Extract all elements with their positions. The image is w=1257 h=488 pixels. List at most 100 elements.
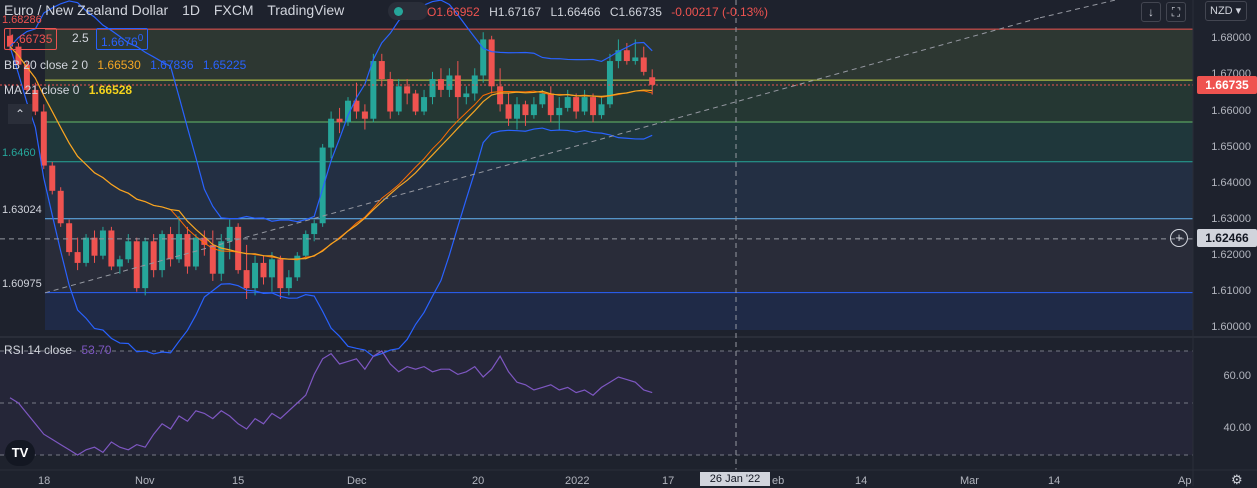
candle-body (268, 259, 275, 278)
candle-body (302, 234, 309, 256)
bb-basis-value: 1.66530 (97, 58, 141, 72)
settings-gear-icon[interactable]: ⚙ (1231, 472, 1243, 487)
time-axis-label: 14 (1048, 475, 1061, 487)
ma-value: 1.66528 (88, 83, 133, 97)
candle-body (235, 226, 242, 271)
candle-body (167, 234, 174, 260)
price-axis-label: 1.66000 (1211, 104, 1251, 117)
candle-body (116, 259, 123, 267)
candle-body (623, 50, 630, 62)
candle-body (606, 61, 613, 105)
price-axis-label: 1.65000 (1211, 140, 1251, 153)
crosshair-date-tag: 26 Jan '22 (700, 472, 770, 486)
ohlc-readout: O1.66952 H1.67167 L1.66466 C1.66735 -0.0… (427, 5, 768, 19)
fib-zone (45, 80, 1193, 122)
rsi-axis-label: 60.00 (1223, 370, 1251, 382)
ask-value: 1.6676 (101, 35, 138, 49)
candle-body (378, 61, 385, 80)
candle-body (285, 277, 292, 289)
candle-body (471, 75, 478, 94)
candle-body (581, 97, 588, 112)
candle-body (252, 262, 259, 289)
candle-body (412, 93, 419, 112)
candle-body (556, 107, 563, 116)
current-price-tag: 1.66735 (1197, 76, 1257, 94)
candle-body (311, 223, 318, 235)
ma-legend[interactable]: MA 21 close 0 1.66528 (4, 83, 138, 97)
candle-body (184, 234, 191, 267)
high-value: H1.67167 (489, 5, 542, 19)
candle-body (23, 64, 30, 90)
price-axis-label: 1.61000 (1211, 284, 1251, 297)
interval-label[interactable]: 1D (182, 2, 200, 18)
change-value: -0.00217 (-0.13%) (671, 5, 768, 19)
candle-body (125, 241, 132, 260)
candle-body (598, 104, 605, 116)
candle-body (74, 252, 81, 263)
candle-body (573, 97, 580, 112)
price-axis-label: 1.63000 (1211, 212, 1251, 225)
candle-body (260, 262, 267, 278)
candle-body (277, 259, 284, 289)
scroll-down-button[interactable]: ↓ (1141, 2, 1161, 22)
candle-body (99, 230, 106, 256)
tradingview-logo[interactable]: TV (5, 440, 35, 466)
fullscreen-button[interactable]: ⛶ (1166, 2, 1186, 22)
candle-body (429, 79, 436, 98)
candle-body (7, 35, 13, 47)
candle-body (480, 39, 487, 76)
candle-body (437, 79, 444, 90)
bid-button[interactable]: 1.66735 (4, 28, 58, 50)
price-axis-label: 1.60000 (1211, 320, 1251, 333)
candle-body (201, 237, 208, 245)
bb-upper-line (9, 0, 653, 223)
collapse-legend-button[interactable]: ⌃ (8, 104, 32, 124)
rsi-label: RSI 14 close (4, 343, 73, 357)
time-axis-label: Dec (347, 475, 367, 487)
price-axis-label: 1.68000 (1211, 32, 1251, 45)
trend-line (44, 17, 1041, 294)
price-axis-label: 1.64000 (1211, 176, 1251, 189)
candle-body (159, 234, 166, 271)
add-alert-button[interactable]: + (1170, 229, 1188, 247)
symbol-header[interactable]: Euro / New Zealand Dollar 1D FXCM Tradin… (4, 2, 354, 18)
candle-body (32, 89, 39, 112)
time-axis-label: 20 (472, 475, 485, 487)
candle-body (218, 241, 225, 274)
symbol-name[interactable]: Euro / New Zealand Dollar (4, 2, 169, 18)
rsi-line (9, 350, 653, 456)
market-status-pill[interactable] (388, 2, 428, 20)
rsi-legend[interactable]: RSI 14 close 53.70 (4, 343, 117, 357)
candle-body (488, 39, 495, 87)
candle-body (336, 118, 343, 123)
candle-body (49, 165, 56, 191)
candle-body (522, 104, 529, 116)
candle-body (226, 226, 233, 242)
candle-body (514, 104, 520, 119)
close-value: C1.66735 (609, 5, 662, 19)
bb-legend[interactable]: BB 20 close 2 0 1.66530 1.67836 1.65225 (4, 58, 252, 72)
candle-body (463, 93, 470, 98)
open-value: O1.66952 (427, 5, 480, 19)
plus-icon: + (1175, 230, 1183, 245)
candle-body (615, 50, 622, 62)
fib-zone (45, 218, 1193, 293)
candle-body (83, 237, 90, 263)
fib-zone (45, 161, 1193, 219)
fib-label-3: 1.6460 (2, 147, 36, 159)
time-axis-label: Nov (135, 475, 155, 487)
candle-body (640, 57, 647, 72)
ask-button[interactable]: 1.66760 (96, 28, 149, 50)
candle-body (40, 111, 47, 166)
candle-body (57, 190, 64, 224)
candle-body (370, 61, 377, 119)
candle-body (345, 100, 351, 123)
currency-select[interactable]: NZD ▾ (1205, 1, 1247, 21)
time-axis-label: 2022 (565, 475, 590, 487)
candle-body (353, 100, 360, 112)
fib-label-4: 1.63024 (2, 204, 42, 216)
candle-body (497, 86, 504, 105)
ma-label: MA 21 close 0 (4, 83, 80, 97)
time-axis-label: eb (772, 475, 785, 487)
